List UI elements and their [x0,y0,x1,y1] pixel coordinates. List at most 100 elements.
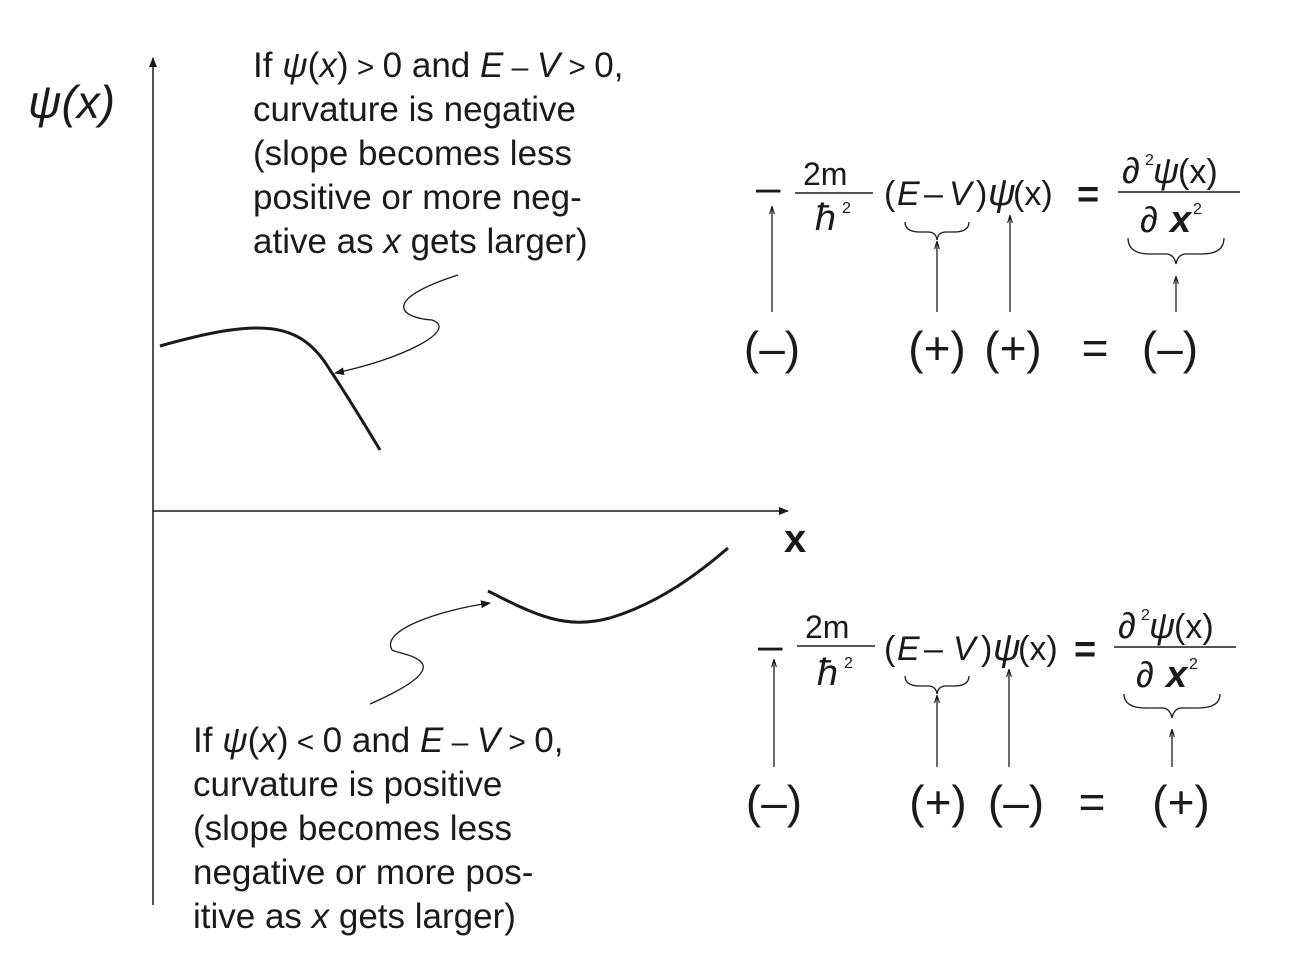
eq-open-paren: ( [884,175,896,213]
sign-4: (+) [1152,776,1210,828]
eq-frac-num: 2m [805,609,849,645]
brace-second-derivative [1127,237,1225,265]
annotation-run: x [257,721,278,760]
annotation-run: 0, [534,721,563,760]
eq-frac-den: ħ [815,197,836,239]
eq-den-exp: 2 [844,655,853,672]
eq-rhs-exp: 2 [1141,607,1150,624]
annotation-run: V [537,46,564,85]
annotation-line: positive or more neg- [253,178,582,217]
eq-E: E [897,630,920,668]
sign-equals: = [1082,322,1109,374]
eq-arg: (x) [1018,630,1058,668]
equation-bottom: – 2m ħ 2 ( E – V ) ψ (x) = ∂ 2 ψ (x) ∂ x… [746,605,1236,828]
sign-1: (–) [744,322,800,374]
annotation-run: 0 and [323,721,420,760]
brace-e-minus-v [904,675,970,695]
annotation-top: If ψ(x) > 0 and E – V > 0, curvature is n… [253,46,623,261]
annotation-run: curvature is negative [253,90,576,129]
eq-E: E [897,175,920,213]
x-axis-label: x [784,517,806,561]
annotation-run: E [420,721,444,760]
eq-rhs-den-x: x [1168,199,1193,241]
annotation-run: x [317,46,338,85]
brace-second-derivative [1123,693,1221,719]
sign-2: (+) [908,322,966,374]
annotation-run: ψ [222,721,247,760]
annotation-line: curvature is positive [193,765,502,804]
eq-arg: (x) [1013,175,1053,213]
eq-rhs-psi: ψ [1149,605,1175,646]
eq-rhs-arg: (x) [1178,153,1218,191]
annotation-bottom: If ψ(x) < 0 and E – V > 0, curvature is p… [193,721,563,936]
annotation-run: > [560,51,594,84]
annotation-line: If ψ(x) > 0 and E – V > 0, [253,46,623,85]
eq-rhs-partial: ∂ [1118,605,1136,646]
annotation-run: curvature is positive [193,765,502,804]
annotation-run: ψ [282,46,307,85]
annotation-run: E [480,46,504,85]
annotation-run: > [500,726,534,759]
eq-close-paren: ) [981,630,992,668]
annotation-run: If [253,46,282,85]
eq-V: V [949,175,975,213]
annotation-run: (slope becomes less [253,134,572,173]
annotation-run: x [381,222,402,261]
sign-3: (+) [984,322,1042,374]
eq-op-minus: – [924,630,943,668]
top-leader-arrow [334,274,459,376]
annotation-run: ative as [253,222,383,261]
sign-1: (–) [746,776,802,828]
annotation-run: positive or more neg- [253,178,582,217]
psi-curve-negative [487,546,729,624]
annotation-run: ) [337,46,349,85]
eq-open-paren: ( [884,630,896,668]
eq-rhs-den-partial: ∂ [1140,199,1158,240]
annotation-run: x [310,897,331,936]
eq-V: V [953,630,979,668]
annotation-run: gets larger) [401,222,588,261]
annotation-run: gets larger) [329,897,516,936]
eq-op-minus: – [924,175,943,213]
eq-rhs-den-exp: 2 [1193,201,1202,218]
y-axis-label: ψ(x) [28,76,115,128]
eq-frac-num: 2m [803,156,847,192]
eq-close-paren: ) [976,175,987,213]
eq-den-exp: 2 [842,200,851,217]
annotation-run: ( [308,46,320,85]
equation-top: – 2m ħ 2 ( E – V ) ψ (x) = ∂ 2 ψ (x) ∂ x… [744,150,1240,374]
annotation-run: 0 and [383,46,480,85]
annotation-line: (slope becomes less [253,134,572,173]
eq-rhs-den-x: x [1164,654,1189,696]
annotation-run: > [348,51,382,84]
annotation-line: ative as x gets larger) [253,222,588,261]
annotation-run: – [503,51,536,84]
sign-2: (+) [909,776,967,828]
eq-psi: ψ [988,172,1016,214]
sign-equals: = [1079,776,1106,828]
annotation-run: (slope becomes less [193,809,512,848]
annotation-run: itive as [193,897,312,936]
annotation-run: If [193,721,222,760]
annotation-run: ( [248,721,260,760]
eq-minus: – [756,163,781,212]
annotation-run: ) [277,721,289,760]
bottom-leader-arrow [369,600,491,705]
annotation-run: V [477,721,504,760]
annotation-line: If ψ(x) < 0 and E – V > 0, [193,721,563,760]
eq-rhs-psi: ψ [1153,150,1179,191]
eq-rhs-den-partial: ∂ [1136,654,1154,695]
brace-e-minus-v [904,221,970,241]
eq-equals: = [1077,174,1099,216]
eq-equals: = [1074,629,1096,671]
eq-psi: ψ [993,627,1021,669]
eq-frac-den: ħ [817,652,838,694]
eq-rhs-arg: (x) [1174,608,1214,646]
annotation-line: itive as x gets larger) [193,897,516,936]
annotation-run: – [443,726,476,759]
eq-minus: – [758,621,783,670]
annotation-run: < [288,726,322,759]
annotation-line: negative or more pos- [193,853,533,892]
annotation-run: 0, [594,46,623,85]
